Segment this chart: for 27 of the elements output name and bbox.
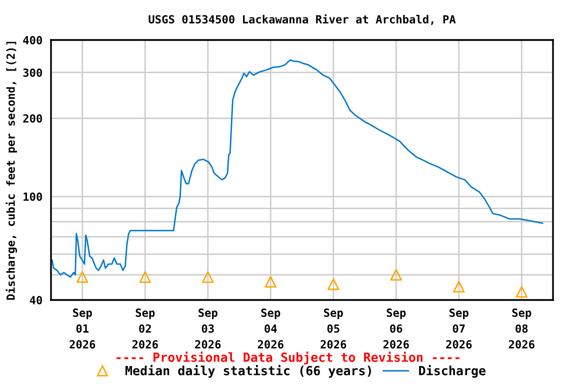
x-tick-label: Sep 08 2026 xyxy=(508,308,534,349)
line-series xyxy=(51,59,544,278)
y-tick-label: 300 xyxy=(23,68,42,77)
x-tick-label: Sep 06 2026 xyxy=(383,308,409,349)
x-tick-label: Sep 07 2026 xyxy=(446,308,472,349)
x-tick-label: Sep 02 2026 xyxy=(132,308,158,349)
point xyxy=(516,286,528,298)
point xyxy=(328,278,340,290)
point xyxy=(139,271,151,283)
x-tick-label: Sep 03 2026 xyxy=(195,308,221,349)
x-tick-label: Sep 04 2026 xyxy=(258,308,284,349)
point xyxy=(76,271,88,283)
y-tick-label: 40 xyxy=(30,296,42,304)
point xyxy=(453,280,465,293)
y-tick-label: 100 xyxy=(24,192,42,201)
y-axis-title: Discharge, cubic feet per second, [(2)] xyxy=(6,42,18,300)
point xyxy=(202,271,214,283)
x-tick-label: Sep 05 2026 xyxy=(320,308,346,349)
y-tick-label: 400 xyxy=(23,36,42,44)
y-tick-label: 200 xyxy=(23,114,42,123)
legend-label: Median daily statistic (66 years) xyxy=(125,364,371,378)
chart-title: USGS 01534500 Lackawanna River at Archbald, PA xyxy=(148,14,456,25)
x-tick-label: Sep 01 2026 xyxy=(70,308,96,349)
point xyxy=(390,268,402,281)
point xyxy=(264,276,276,288)
text: ---- Provisional Data Subject to Revision ---- xyxy=(116,352,460,364)
legend-label: Discharge xyxy=(419,364,486,378)
